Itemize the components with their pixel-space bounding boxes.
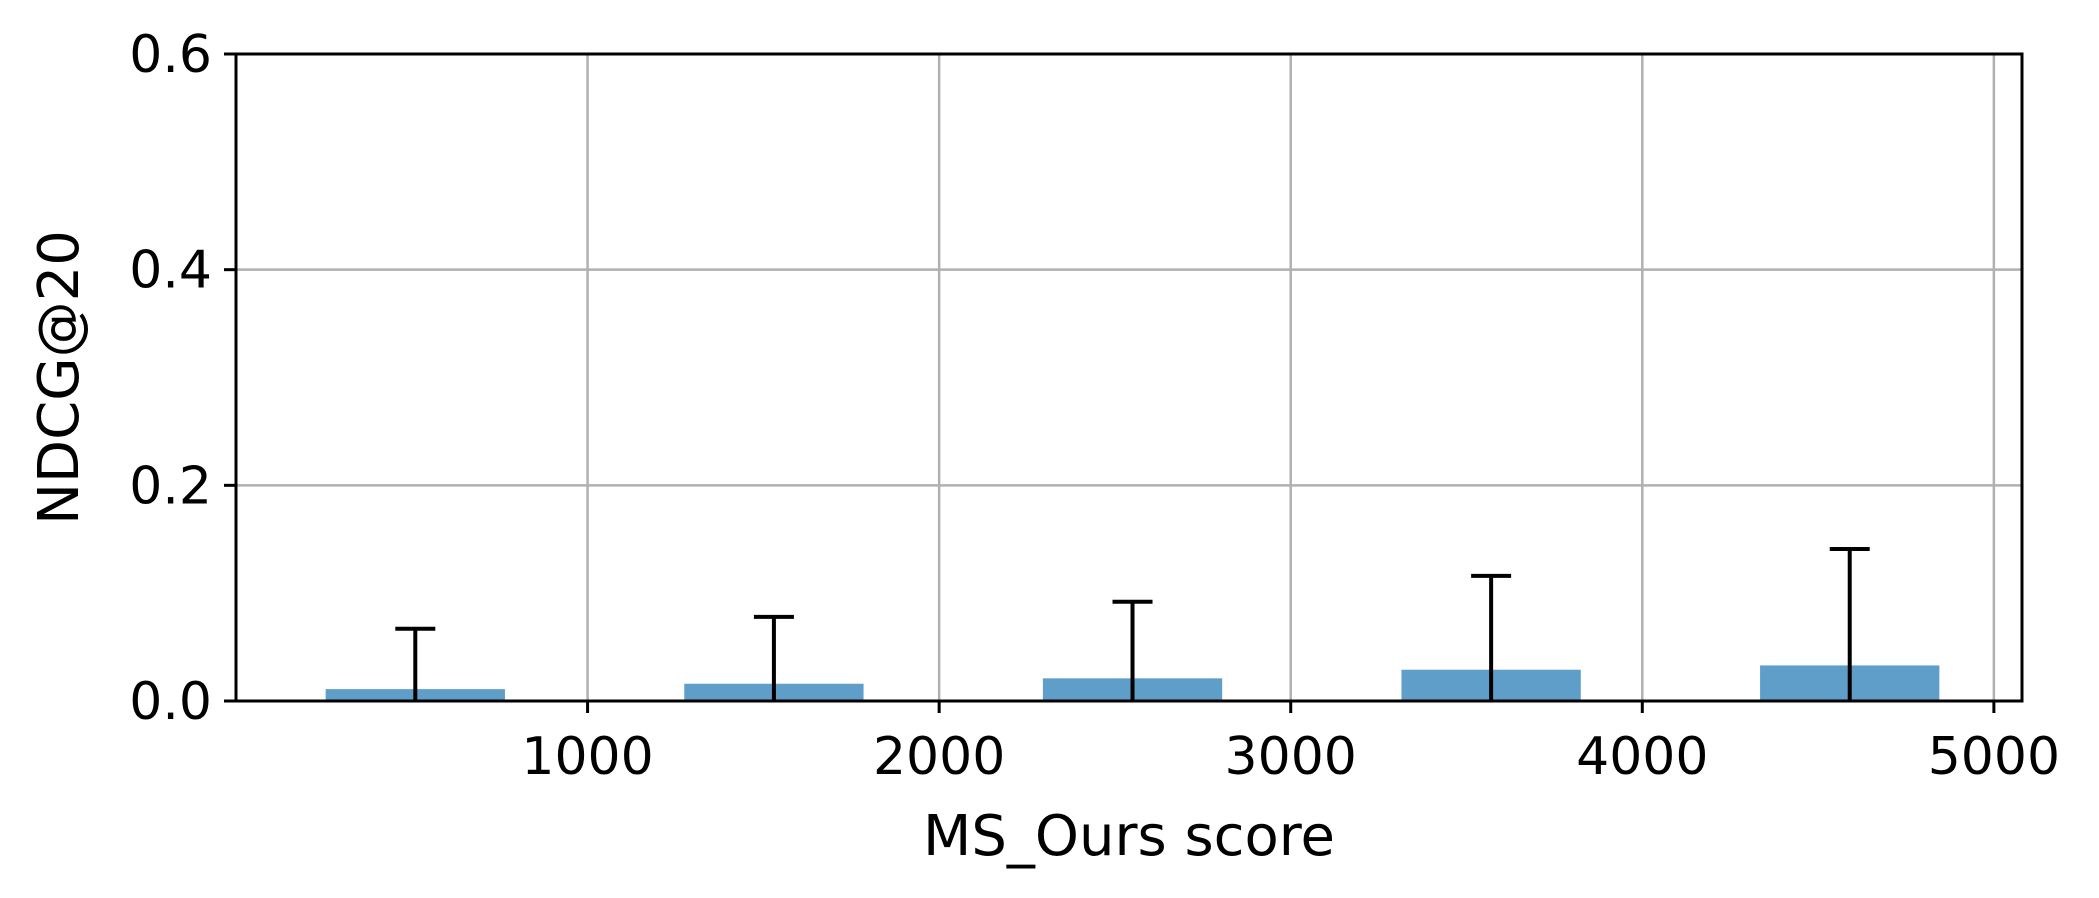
y-tick-label-0: 0.0 — [129, 672, 212, 732]
y-axis-ticks: 0.0 0.2 0.4 0.6 — [129, 25, 236, 732]
y-tick-label-1: 0.2 — [129, 456, 212, 516]
error-bars — [395, 546, 1870, 701]
x-tick-label-1: 2000 — [873, 727, 1005, 787]
x-axis-ticks: 1000 2000 3000 4000 5000 — [521, 701, 2060, 787]
error-bar-1 — [753, 614, 794, 701]
y-axis-label: NDCG@20 — [27, 230, 92, 525]
error-bar-2 — [1112, 599, 1153, 701]
y-tick-label-3: 0.6 — [129, 25, 212, 85]
plot-frame — [234, 52, 2024, 703]
x-tick-label-0: 1000 — [521, 727, 653, 787]
error-bar-3 — [1471, 573, 1512, 701]
y-tick-label-2: 0.4 — [129, 241, 212, 301]
error-bar-4 — [1829, 546, 1870, 701]
x-tick-label-3: 4000 — [1576, 727, 1708, 787]
grid — [236, 52, 2022, 703]
error-bar-0 — [395, 626, 436, 701]
x-tick-label-4: 5000 — [1928, 727, 2060, 787]
x-axis-label: MS_Ours score — [923, 804, 1335, 869]
x-tick-label-2: 3000 — [1225, 727, 1357, 787]
